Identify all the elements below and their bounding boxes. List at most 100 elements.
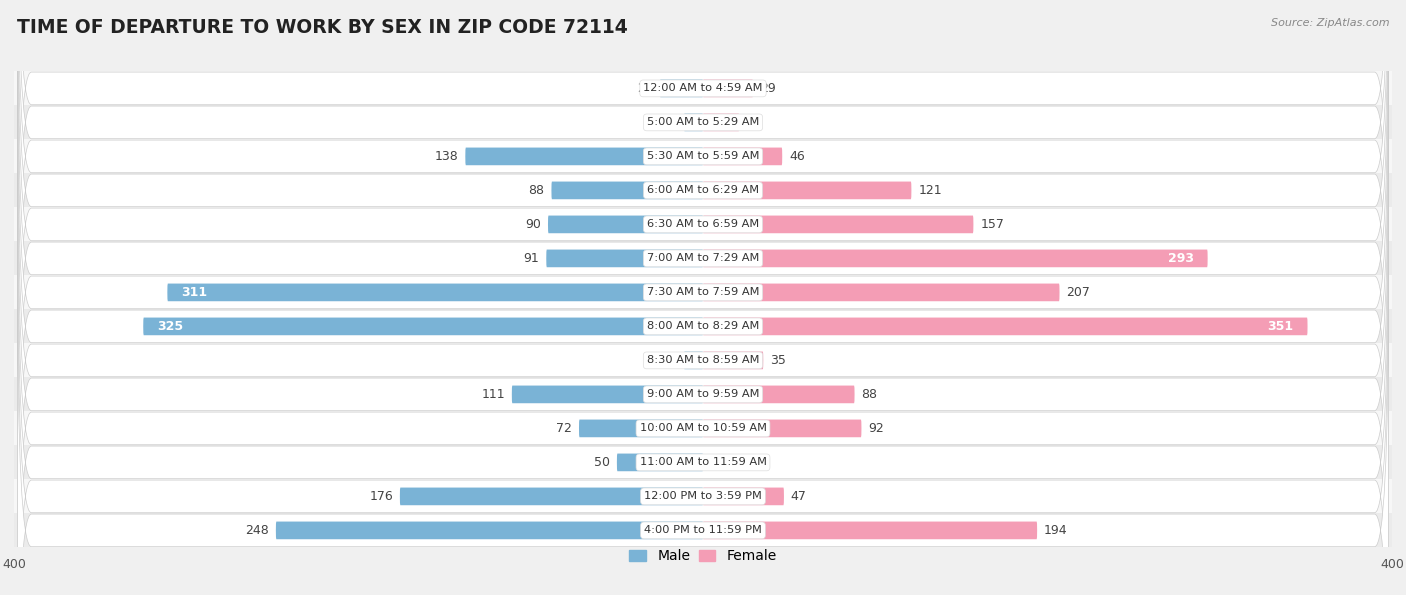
Text: 0: 0 [710, 456, 718, 469]
Text: 91: 91 [523, 252, 540, 265]
FancyBboxPatch shape [17, 0, 1389, 480]
Text: 88: 88 [529, 184, 544, 197]
FancyBboxPatch shape [17, 275, 1389, 595]
FancyBboxPatch shape [399, 487, 703, 505]
FancyBboxPatch shape [547, 249, 703, 267]
Text: 46: 46 [789, 150, 804, 163]
FancyBboxPatch shape [703, 181, 911, 199]
FancyBboxPatch shape [685, 352, 703, 369]
Text: Source: ZipAtlas.com: Source: ZipAtlas.com [1271, 18, 1389, 28]
FancyBboxPatch shape [703, 386, 855, 403]
Bar [14, 105, 1392, 139]
FancyBboxPatch shape [167, 284, 703, 301]
Text: 351: 351 [1268, 320, 1294, 333]
Text: 4:00 PM to 11:59 PM: 4:00 PM to 11:59 PM [644, 525, 762, 536]
Bar [14, 242, 1392, 275]
Bar [14, 513, 1392, 547]
FancyBboxPatch shape [703, 80, 754, 97]
Text: 138: 138 [434, 150, 458, 163]
Text: 11: 11 [661, 354, 678, 367]
Text: 293: 293 [1168, 252, 1194, 265]
Text: 5:30 AM to 5:59 AM: 5:30 AM to 5:59 AM [647, 151, 759, 161]
Text: 121: 121 [918, 184, 942, 197]
FancyBboxPatch shape [703, 249, 1208, 267]
Text: 5:00 AM to 5:29 AM: 5:00 AM to 5:29 AM [647, 117, 759, 127]
Text: 21: 21 [747, 116, 762, 129]
Legend: Male, Female: Male, Female [624, 544, 782, 569]
Text: 35: 35 [770, 354, 786, 367]
FancyBboxPatch shape [17, 0, 1389, 378]
Text: 111: 111 [481, 388, 505, 401]
FancyBboxPatch shape [17, 206, 1389, 595]
FancyBboxPatch shape [17, 241, 1389, 595]
Text: 311: 311 [181, 286, 207, 299]
FancyBboxPatch shape [17, 71, 1389, 582]
FancyBboxPatch shape [703, 215, 973, 233]
Text: 11: 11 [661, 116, 678, 129]
Text: 7:00 AM to 7:29 AM: 7:00 AM to 7:29 AM [647, 253, 759, 264]
Text: 90: 90 [526, 218, 541, 231]
Bar [14, 275, 1392, 309]
FancyBboxPatch shape [703, 419, 862, 437]
FancyBboxPatch shape [703, 114, 740, 131]
Bar [14, 343, 1392, 377]
Bar [14, 446, 1392, 480]
FancyBboxPatch shape [548, 215, 703, 233]
Text: 72: 72 [557, 422, 572, 435]
FancyBboxPatch shape [17, 105, 1389, 595]
Text: 207: 207 [1066, 286, 1090, 299]
FancyBboxPatch shape [703, 487, 785, 505]
Text: 248: 248 [245, 524, 269, 537]
FancyBboxPatch shape [512, 386, 703, 403]
Text: 10:00 AM to 10:59 AM: 10:00 AM to 10:59 AM [640, 424, 766, 433]
FancyBboxPatch shape [17, 139, 1389, 595]
Text: 6:00 AM to 6:29 AM: 6:00 AM to 6:29 AM [647, 186, 759, 195]
FancyBboxPatch shape [703, 148, 782, 165]
FancyBboxPatch shape [579, 419, 703, 437]
FancyBboxPatch shape [685, 114, 703, 131]
FancyBboxPatch shape [465, 148, 703, 165]
Bar [14, 71, 1392, 105]
Text: 29: 29 [759, 82, 776, 95]
Bar [14, 139, 1392, 173]
Bar [14, 411, 1392, 446]
Bar [14, 377, 1392, 411]
Text: 25: 25 [637, 82, 652, 95]
Text: 11:00 AM to 11:59 AM: 11:00 AM to 11:59 AM [640, 458, 766, 468]
FancyBboxPatch shape [703, 522, 1038, 539]
Bar [14, 480, 1392, 513]
FancyBboxPatch shape [17, 0, 1389, 344]
FancyBboxPatch shape [17, 0, 1389, 412]
Text: 176: 176 [370, 490, 392, 503]
Bar [14, 309, 1392, 343]
Text: 157: 157 [980, 218, 1004, 231]
FancyBboxPatch shape [551, 181, 703, 199]
FancyBboxPatch shape [703, 352, 763, 369]
Text: 325: 325 [157, 320, 183, 333]
Text: 12:00 AM to 4:59 AM: 12:00 AM to 4:59 AM [644, 83, 762, 93]
Text: 47: 47 [790, 490, 807, 503]
Text: 9:00 AM to 9:59 AM: 9:00 AM to 9:59 AM [647, 389, 759, 399]
FancyBboxPatch shape [276, 522, 703, 539]
Text: 8:00 AM to 8:29 AM: 8:00 AM to 8:29 AM [647, 321, 759, 331]
FancyBboxPatch shape [17, 173, 1389, 595]
Text: 50: 50 [593, 456, 610, 469]
FancyBboxPatch shape [617, 453, 703, 471]
Text: 6:30 AM to 6:59 AM: 6:30 AM to 6:59 AM [647, 220, 759, 230]
Text: 7:30 AM to 7:59 AM: 7:30 AM to 7:59 AM [647, 287, 759, 298]
FancyBboxPatch shape [17, 3, 1389, 514]
FancyBboxPatch shape [17, 37, 1389, 548]
FancyBboxPatch shape [143, 318, 703, 335]
FancyBboxPatch shape [703, 318, 1308, 335]
Text: 92: 92 [869, 422, 884, 435]
FancyBboxPatch shape [659, 80, 703, 97]
Text: 8:30 AM to 8:59 AM: 8:30 AM to 8:59 AM [647, 355, 759, 365]
FancyBboxPatch shape [703, 284, 1060, 301]
Text: 12:00 PM to 3:59 PM: 12:00 PM to 3:59 PM [644, 491, 762, 502]
Text: TIME OF DEPARTURE TO WORK BY SEX IN ZIP CODE 72114: TIME OF DEPARTURE TO WORK BY SEX IN ZIP … [17, 18, 627, 37]
Text: 88: 88 [862, 388, 877, 401]
FancyBboxPatch shape [17, 0, 1389, 446]
Text: 194: 194 [1045, 524, 1067, 537]
Bar [14, 208, 1392, 242]
Bar [14, 173, 1392, 208]
